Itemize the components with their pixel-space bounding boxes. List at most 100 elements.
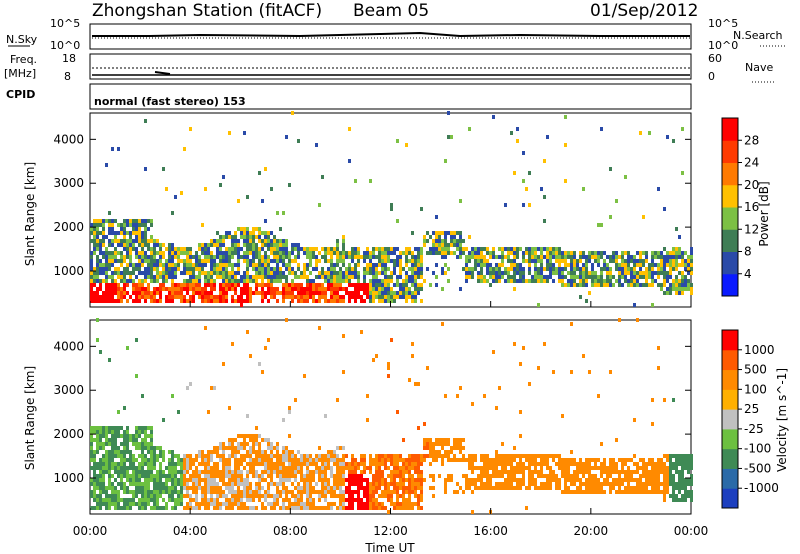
- range-cell: [390, 458, 393, 462]
- range-cell: [171, 299, 174, 303]
- range-cell: [669, 251, 672, 255]
- range-cell: [657, 478, 660, 482]
- range-cell: [429, 454, 432, 458]
- range-cell: [156, 271, 159, 275]
- range-cell: [687, 283, 690, 287]
- range-cell: [672, 255, 675, 259]
- range-cell: [486, 458, 489, 462]
- range-cell: [300, 271, 303, 275]
- range-cell: [261, 470, 264, 474]
- range-cell: [594, 466, 597, 470]
- range-cell: [135, 502, 138, 506]
- range-cell: [459, 235, 462, 239]
- range-cell: [342, 478, 345, 482]
- range-cell: [231, 490, 234, 494]
- cpid-text: normal (fast stereo) 153: [94, 95, 246, 108]
- range-cell: [234, 243, 237, 247]
- range-cell: [453, 490, 456, 494]
- range-cell: [111, 486, 114, 490]
- range-cell: [345, 267, 348, 271]
- range-cell: [591, 486, 594, 490]
- range-cell: [459, 486, 462, 490]
- range-cell: [111, 498, 114, 502]
- range-cell: [435, 454, 438, 458]
- range-cell: [582, 275, 585, 279]
- range-cell: [405, 247, 408, 251]
- range-cell: [519, 267, 522, 271]
- range-cell: [594, 279, 597, 283]
- range-cell: [480, 259, 483, 263]
- range-cell: [141, 259, 144, 263]
- range-cell: [186, 458, 189, 462]
- range-cell: [273, 446, 276, 450]
- range-cell: [336, 255, 339, 259]
- range-cell: [144, 231, 147, 235]
- range-cell: [516, 263, 519, 267]
- range-cell: [378, 506, 381, 510]
- range-cell: [240, 235, 243, 239]
- range-cell: [126, 438, 129, 442]
- range-cell: [228, 247, 231, 251]
- range-cell: [144, 478, 147, 482]
- range-cell: [324, 414, 327, 418]
- range-cell: [219, 263, 222, 267]
- range-cell: [315, 263, 318, 267]
- range-cell: [549, 275, 552, 279]
- range-cell: [450, 251, 453, 255]
- range-cell: [243, 478, 246, 482]
- range-cell: [123, 498, 126, 502]
- range-cell: [675, 251, 678, 255]
- range-cell: [105, 498, 108, 502]
- range-cell: [249, 291, 252, 295]
- range-cell: [267, 271, 270, 275]
- range-cell: [342, 370, 345, 374]
- range-cell: [663, 267, 666, 271]
- range-cell: [111, 299, 114, 303]
- range-cell: [363, 271, 366, 275]
- range-cell: [93, 231, 96, 235]
- range-cell: [369, 267, 372, 271]
- range-cell: [351, 291, 354, 295]
- range-cell: [390, 279, 393, 283]
- range-cell: [336, 247, 339, 251]
- range-cell: [165, 506, 168, 510]
- range-cell: [273, 271, 276, 275]
- range-cell: [324, 279, 327, 283]
- range-cell: [417, 275, 420, 279]
- range-cell: [399, 255, 402, 259]
- range-cell: [339, 490, 342, 494]
- range-cell: [96, 291, 99, 295]
- range-cell: [180, 474, 183, 478]
- range-cell: [147, 271, 150, 275]
- range-cell: [684, 454, 687, 458]
- range-cell: [477, 275, 480, 279]
- range-cell: [207, 478, 210, 482]
- range-cell: [426, 438, 429, 442]
- range-cell: [375, 482, 378, 486]
- range-cell: [549, 247, 552, 251]
- range-cell: [651, 470, 654, 474]
- range-cell: [93, 271, 96, 275]
- range-cell: [258, 247, 261, 251]
- range-cell: [105, 271, 108, 275]
- range-cell: [465, 255, 468, 259]
- range-cell: [171, 279, 174, 283]
- range-cell: [159, 283, 162, 287]
- range-cell: [297, 299, 300, 303]
- range-cell: [123, 271, 126, 275]
- range-cell: [468, 454, 471, 458]
- range-cell: [342, 494, 345, 498]
- range-cell: [111, 426, 114, 430]
- range-cell: [123, 474, 126, 478]
- range-cell: [159, 490, 162, 494]
- range-cell: [216, 239, 219, 243]
- range-cell: [591, 482, 594, 486]
- range-cell: [267, 438, 270, 442]
- range-cell: [219, 486, 222, 490]
- range-cell: [138, 462, 141, 466]
- range-cell: [369, 506, 372, 510]
- range-cell: [132, 438, 135, 442]
- range-cell: [411, 490, 414, 494]
- range-cell: [297, 470, 300, 474]
- range-cell: [159, 287, 162, 291]
